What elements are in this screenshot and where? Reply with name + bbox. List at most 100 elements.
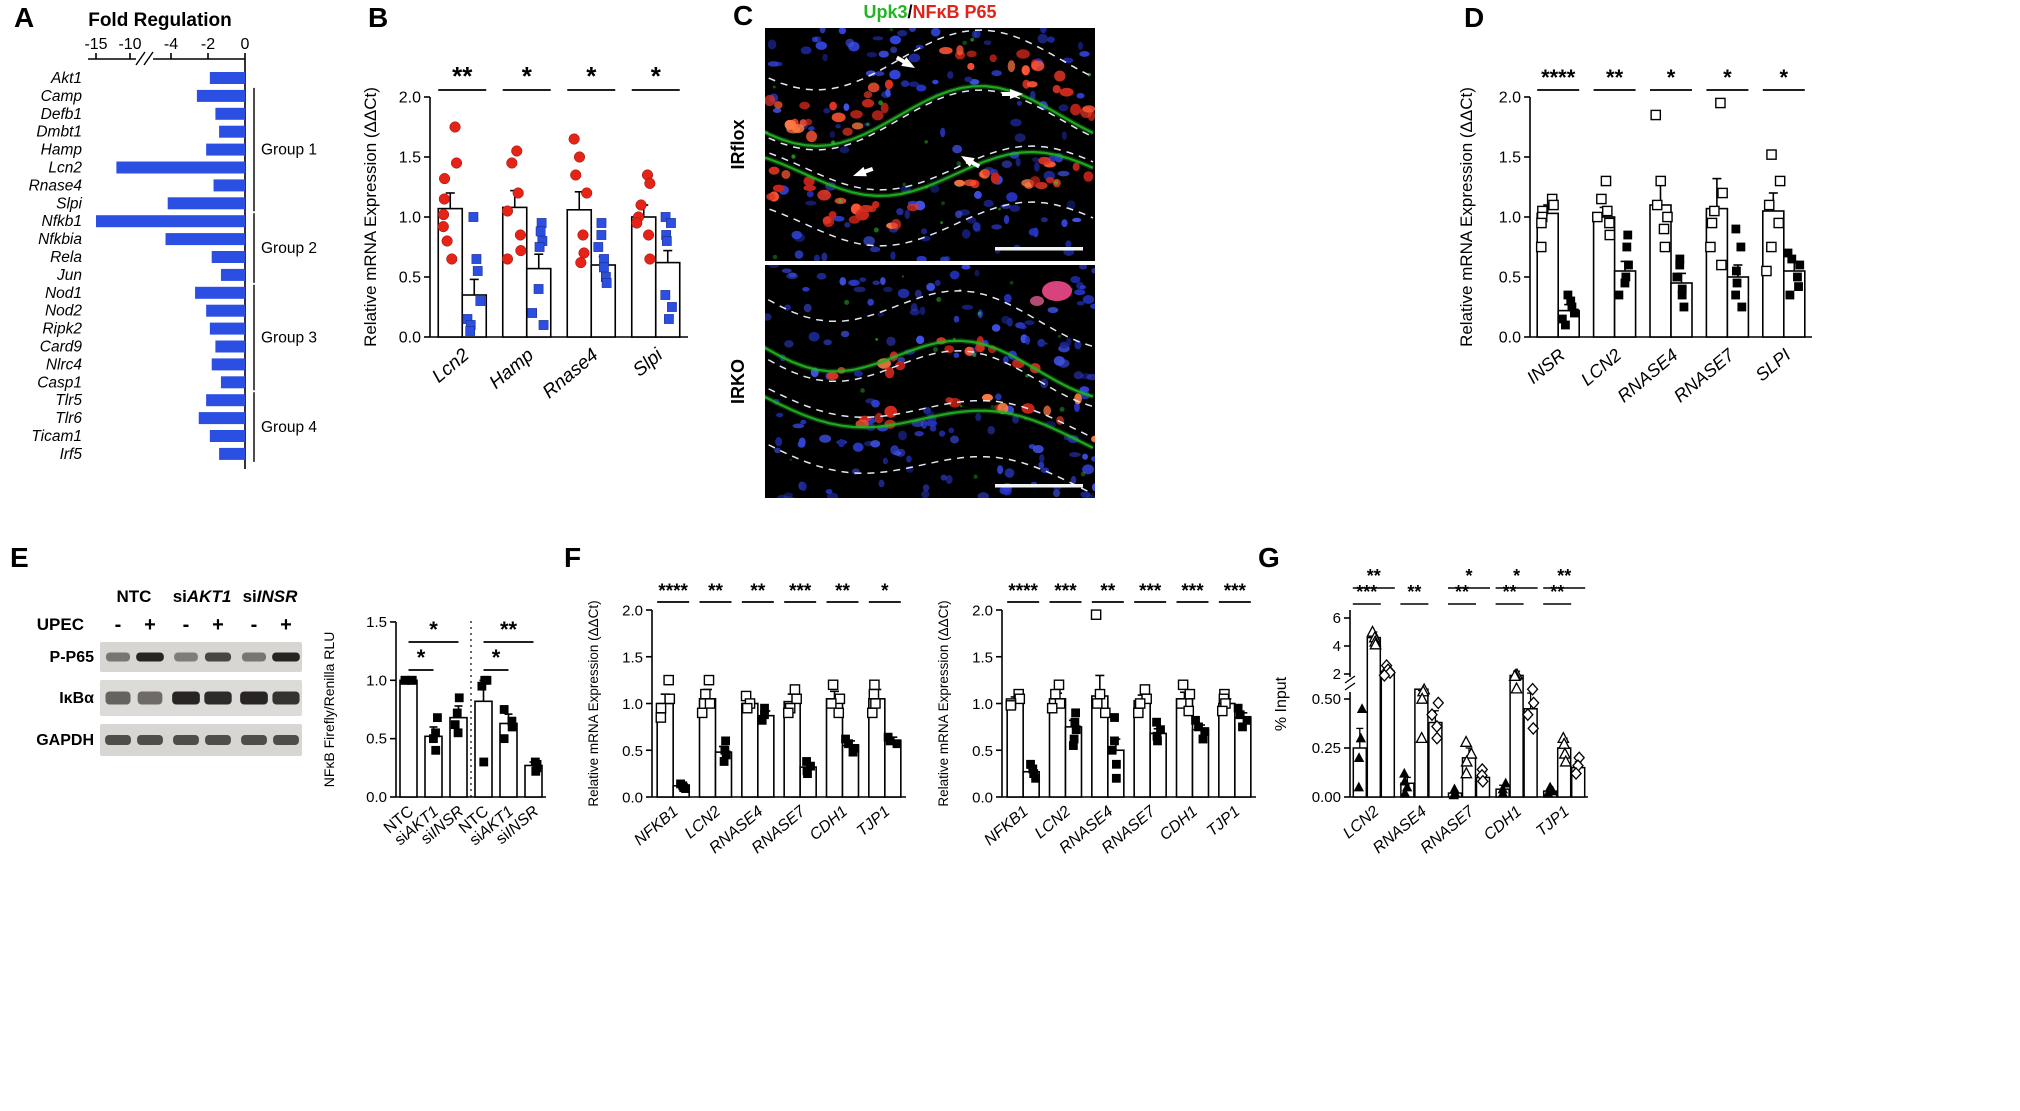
svg-text:****: **** — [658, 581, 688, 602]
micrograph-flox — [765, 28, 1095, 261]
svg-text:RNASE4: RNASE4 — [1614, 345, 1682, 407]
svg-text:NFKB1: NFKB1 — [981, 803, 1031, 849]
svg-text:LCN2: LCN2 — [1340, 803, 1382, 842]
arrow-icon — [895, 55, 915, 68]
blot-band — [205, 735, 231, 745]
blot-band — [272, 691, 300, 705]
svg-text:*: * — [492, 645, 501, 670]
svg-text:TJP1: TJP1 — [854, 803, 894, 840]
panel-e-label: E — [10, 542, 29, 573]
svg-text:2: 2 — [1333, 666, 1341, 683]
chart-B: 0.0 0.5 1.0 1.5 2.0 Relative mRNA Expression … — [361, 61, 688, 403]
svg-text:0.5: 0.5 — [622, 743, 643, 760]
blot-band — [241, 735, 267, 745]
svg-text:SLPI: SLPI — [1752, 345, 1795, 385]
svg-text:TJP1: TJP1 — [1204, 803, 1244, 840]
svg-text:1.0: 1.0 — [972, 696, 993, 713]
svg-text:Relative mRNA Expression (ΔΔCt: Relative mRNA Expression (ΔΔCt) — [586, 600, 601, 806]
svg-text:1.0: 1.0 — [366, 672, 387, 689]
svg-text:Slpi: Slpi — [56, 195, 82, 212]
micrograph-label: IRKO — [728, 359, 748, 404]
svg-text:Card9: Card9 — [40, 339, 83, 356]
bar — [1107, 749, 1125, 798]
svg-text:2.0: 2.0 — [622, 603, 643, 620]
svg-text:**: ** — [452, 61, 473, 91]
svg-text:*: * — [1513, 566, 1520, 586]
svg-text:0.0: 0.0 — [399, 330, 421, 347]
bar — [1536, 212, 1559, 338]
svg-text:Rnase4: Rnase4 — [29, 177, 83, 194]
svg-text:*: * — [429, 617, 438, 642]
blot-strip — [100, 680, 302, 716]
fold-bar — [213, 179, 245, 192]
svg-text:0.50: 0.50 — [1312, 691, 1341, 708]
svg-text:1.0: 1.0 — [1499, 210, 1521, 227]
bar — [741, 702, 759, 798]
svg-text:**: ** — [1100, 581, 1115, 602]
svg-text:RNASE7: RNASE7 — [1418, 802, 1479, 857]
svg-text:Hamp: Hamp — [486, 345, 538, 394]
chart-A: Fold Regulation -15 -10 -4 -2 0 Akt1CampDefb1D… — [29, 10, 317, 469]
fold-bar — [219, 447, 245, 460]
svg-text:0.00: 0.00 — [1312, 789, 1341, 806]
bar — [1414, 688, 1429, 798]
svg-text:****: **** — [1541, 65, 1576, 90]
bar — [1523, 708, 1538, 798]
fold-bar — [206, 304, 245, 317]
svg-text:Slpi: Slpi — [629, 344, 667, 381]
blot-band — [241, 652, 267, 662]
blot-band — [173, 735, 199, 745]
svg-text:**: ** — [1367, 566, 1381, 586]
bar — [399, 679, 418, 798]
svg-text:Tlr6: Tlr6 — [55, 410, 82, 427]
svg-text:0.0: 0.0 — [972, 790, 993, 807]
svg-text:P-P65: P-P65 — [50, 649, 95, 666]
svg-text:2.0: 2.0 — [399, 90, 421, 107]
scale-bar — [995, 484, 1083, 488]
svg-text:% Input: % Input — [1273, 676, 1290, 731]
bar — [884, 740, 902, 798]
bar — [1380, 670, 1396, 798]
chart-F-left: 0.0 0.5 1.0 1.5 2.0 Relative mRNA Expression … — [586, 581, 906, 857]
svg-text:**: ** — [708, 581, 723, 602]
svg-text:0: 0 — [241, 36, 250, 53]
panel-c-micrographs: Upk3/NFκB P65 IRflox IRKO — [728, 2, 1095, 498]
svg-text:**: ** — [1407, 582, 1421, 602]
svg-text:1.5: 1.5 — [366, 614, 387, 631]
svg-text:***: *** — [1139, 581, 1162, 602]
fold-bar — [215, 107, 245, 120]
svg-text:Ticam1: Ticam1 — [31, 428, 82, 445]
svg-text:*: * — [1465, 566, 1472, 586]
chart-D: 0.0 0.5 1.0 1.5 2.0 Relative mRNA Expression … — [1457, 65, 1812, 406]
svg-text:Group 3: Group 3 — [261, 330, 317, 347]
svg-text:0.5: 0.5 — [366, 731, 387, 748]
chart-F-right: 0.0 0.5 1.0 1.5 2.0 Relative mRNA Expression … — [936, 581, 1256, 857]
svg-text:***: *** — [1181, 581, 1204, 602]
svg-text:-: - — [183, 614, 190, 636]
fold-bar — [195, 286, 245, 299]
svg-text:Tlr5: Tlr5 — [55, 392, 82, 409]
svg-text:UPEC: UPEC — [37, 615, 84, 634]
fold-bar — [209, 72, 245, 84]
svg-text:Nod2: Nod2 — [45, 303, 82, 320]
blot-band — [137, 735, 163, 745]
bar — [1366, 636, 1382, 798]
fold-bar — [96, 215, 245, 228]
svg-text:Akt1: Akt1 — [50, 70, 82, 87]
svg-text:Camp: Camp — [41, 88, 83, 105]
svg-text:+: + — [280, 614, 292, 636]
panel-d-label: D — [1464, 2, 1485, 33]
svg-text:0.5: 0.5 — [1499, 270, 1521, 287]
svg-text:Jun: Jun — [56, 267, 82, 284]
svg-text:0.5: 0.5 — [399, 270, 421, 287]
svg-text:*: * — [1723, 65, 1732, 90]
panel-f-left-mrna-chart: 0.0 0.5 1.0 1.5 2.0 Relative mRNA Expression … — [586, 581, 906, 857]
fold-bar — [211, 251, 245, 263]
fold-bar — [219, 125, 245, 138]
blot-band — [272, 652, 300, 662]
svg-text:0.25: 0.25 — [1312, 740, 1341, 757]
